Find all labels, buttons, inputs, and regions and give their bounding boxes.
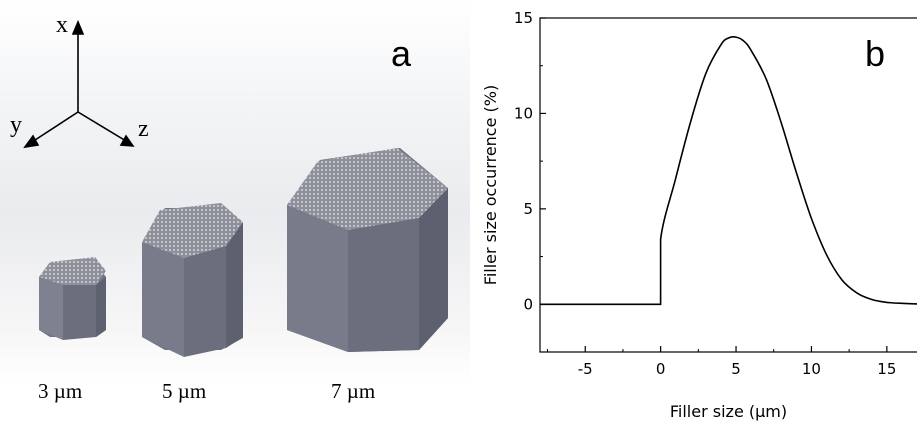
- axis-z-label: z: [138, 116, 149, 142]
- y-tick-label: 0: [523, 295, 533, 313]
- prism-illustration: x y z a 3 µm 5 µm 7 µ: [0, 0, 470, 403]
- axis-tick-labels: -5 0 5 10 15 0 5 10 15: [514, 9, 896, 378]
- x-tick-label: 15: [877, 360, 896, 378]
- size-label-5um: 5 µm: [162, 379, 206, 403]
- size-label-7um: 7 µm: [331, 379, 375, 403]
- filler-size-chart: -5 0 5 10 15 0 5 10 15 Filler size (µm) Filler s…: [481, 9, 917, 421]
- x-tick-label: 5: [731, 360, 741, 378]
- axis-ticks: [540, 17, 888, 353]
- prism-3um: [39, 257, 106, 340]
- y-tick-label: 15: [514, 9, 533, 27]
- x-axis-label: Filler size (µm): [670, 402, 787, 421]
- axis-triad: [23, 19, 135, 149]
- plot-frame: [539, 17, 917, 353]
- y-axis-label: Filler size occurrence (%): [481, 85, 500, 285]
- axis-y-label: y: [10, 112, 22, 138]
- panel-a-illustration: x y z a 3 µm 5 µm 7 µ: [0, 0, 470, 403]
- y-tick-label: 10: [514, 104, 533, 122]
- prism-5um: [142, 203, 243, 357]
- x-tick-label: -5: [578, 360, 593, 378]
- prism-7um: [287, 148, 448, 352]
- x-tick-label: 10: [802, 360, 821, 378]
- axis-x-label: x: [56, 12, 68, 38]
- y-tick-label: 5: [523, 200, 533, 218]
- x-tick-label: 0: [656, 360, 666, 378]
- panel-b-chart: -5 0 5 10 15 0 5 10 15 Filler size (µm) Filler s…: [470, 0, 917, 425]
- panel-b-label: b: [865, 33, 885, 74]
- size-label-3um: 3 µm: [38, 379, 82, 403]
- panel-a-label: a: [391, 33, 412, 74]
- series-line: [540, 36, 917, 306]
